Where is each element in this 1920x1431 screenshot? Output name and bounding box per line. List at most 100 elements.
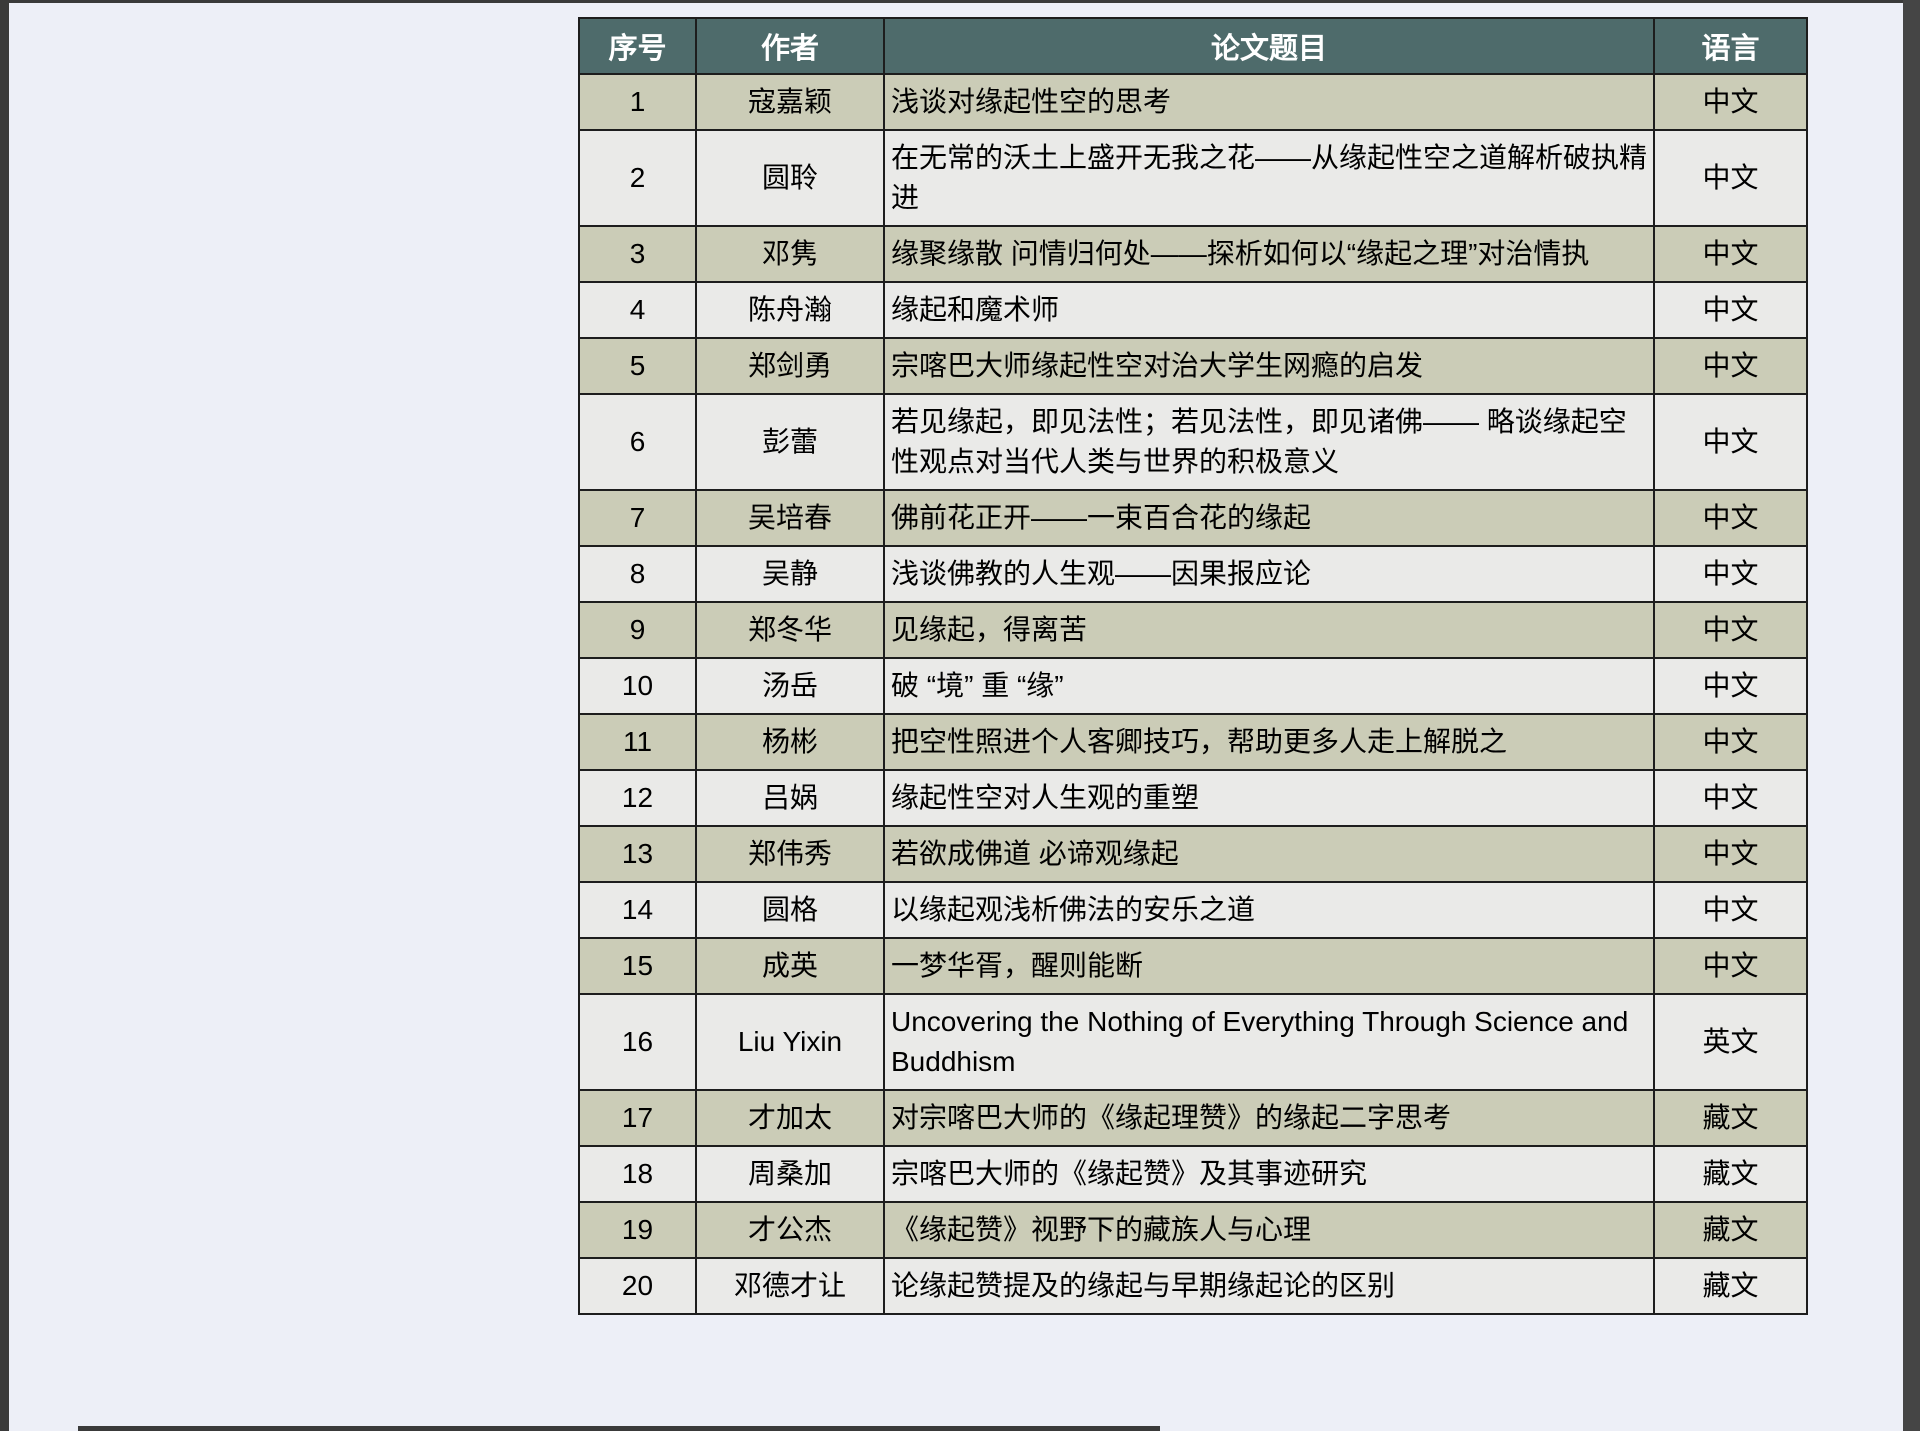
cell-lang[interactable]: 中文 [1653,601,1808,659]
table-row: 3 邓隽 缘聚缘散 问情归何处——探析如何以“缘起之理”对治情执 中文 [578,225,1808,283]
cell-author[interactable]: 圆聆 [695,129,885,227]
cell-title[interactable]: 论缘起赞提及的缘起与早期缘起论的区别 [883,1257,1655,1315]
cell-author[interactable]: 彭蕾 [695,393,885,491]
cell-title[interactable]: 见缘起，得离苦 [883,601,1655,659]
column-header-no[interactable]: 序号 [578,17,697,75]
cell-author[interactable]: 邓德才让 [695,1257,885,1315]
header-row: 序号 作者 论文题目 语言 [578,17,1808,75]
cell-no[interactable]: 17 [578,1089,697,1147]
cell-lang[interactable]: 中文 [1653,393,1808,491]
table-row: 19 才公杰 《缘起赞》视野下的藏族人与心理 藏文 [578,1201,1808,1259]
column-header-lang[interactable]: 语言 [1653,17,1808,75]
cell-title[interactable]: 佛前花正开——一束百合花的缘起 [883,489,1655,547]
cell-lang[interactable]: 中文 [1653,937,1808,995]
cell-lang[interactable]: 藏文 [1653,1145,1808,1203]
cell-author[interactable]: 才加太 [695,1089,885,1147]
cell-no[interactable]: 9 [578,601,697,659]
cell-lang[interactable]: 中文 [1653,713,1808,771]
papers-table: 序号 作者 论文题目 语言 1 寇嘉颖 浅谈对缘起性空的思考 中文 2 圆聆 在无常的沃土上盛开无… [578,17,1808,1315]
cell-author[interactable]: 郑冬华 [695,601,885,659]
cell-lang[interactable]: 藏文 [1653,1257,1808,1315]
cell-lang[interactable]: 中文 [1653,881,1808,939]
cell-lang[interactable]: 中文 [1653,657,1808,715]
cell-title[interactable]: 浅谈对缘起性空的思考 [883,73,1655,131]
cell-lang[interactable]: 中文 [1653,545,1808,603]
cell-author[interactable]: 才公杰 [695,1201,885,1259]
cell-no[interactable]: 6 [578,393,697,491]
column-header-title[interactable]: 论文题目 [883,17,1655,75]
cell-no[interactable]: 19 [578,1201,697,1259]
table-row: 4 陈舟瀚 缘起和魔术师 中文 [578,281,1808,339]
cell-no[interactable]: 8 [578,545,697,603]
cell-title[interactable]: 《缘起赞》视野下的藏族人与心理 [883,1201,1655,1259]
cell-lang[interactable]: 中文 [1653,825,1808,883]
cell-author[interactable]: 郑伟秀 [695,825,885,883]
cell-title[interactable]: 缘起性空对人生观的重塑 [883,769,1655,827]
table-row: 9 郑冬华 见缘起，得离苦 中文 [578,601,1808,659]
cell-no[interactable]: 4 [578,281,697,339]
cell-title[interactable]: 把空性照进个人客卿技巧，帮助更多人走上解脱之 [883,713,1655,771]
cell-no[interactable]: 13 [578,825,697,883]
cell-title[interactable]: 缘聚缘散 问情归何处——探析如何以“缘起之理”对治情执 [883,225,1655,283]
cell-title[interactable]: 缘起和魔术师 [883,281,1655,339]
cell-lang[interactable]: 中文 [1653,769,1808,827]
cell-lang[interactable]: 藏文 [1653,1089,1808,1147]
cell-lang[interactable]: 藏文 [1653,1201,1808,1259]
cell-lang[interactable]: 中文 [1653,489,1808,547]
table-row: 1 寇嘉颖 浅谈对缘起性空的思考 中文 [578,73,1808,131]
cell-author[interactable]: 成英 [695,937,885,995]
cell-author[interactable]: 陈舟瀚 [695,281,885,339]
table-row: 15 成英 一梦华胥，醒则能断 中文 [578,937,1808,995]
cell-title[interactable]: Uncovering the Nothing of Everything Thr… [883,993,1655,1091]
cell-no[interactable]: 15 [578,937,697,995]
cell-no[interactable]: 16 [578,993,697,1091]
cell-author[interactable]: Liu Yixin [695,993,885,1091]
cell-title[interactable]: 一梦华胥，醒则能断 [883,937,1655,995]
cell-no[interactable]: 11 [578,713,697,771]
cell-no[interactable]: 5 [578,337,697,395]
cell-title[interactable]: 以缘起观浅析佛法的安乐之道 [883,881,1655,939]
cell-title[interactable]: 破 “境” 重 “缘” [883,657,1655,715]
cell-lang[interactable]: 中文 [1653,73,1808,131]
cell-author[interactable]: 杨彬 [695,713,885,771]
cell-author[interactable]: 邓隽 [695,225,885,283]
cell-author[interactable]: 吕娲 [695,769,885,827]
cell-author[interactable]: 周桑加 [695,1145,885,1203]
cell-no[interactable]: 10 [578,657,697,715]
cell-title[interactable]: 浅谈佛教的人生观——因果报应论 [883,545,1655,603]
cell-title[interactable]: 在无常的沃土上盛开无我之花——从缘起性空之道解析破执精进 [883,129,1655,227]
cell-no[interactable]: 18 [578,1145,697,1203]
cell-author[interactable]: 吴静 [695,545,885,603]
cell-no[interactable]: 20 [578,1257,697,1315]
cell-author[interactable]: 郑剑勇 [695,337,885,395]
cell-title[interactable]: 若见缘起，即见法性；若见法性，即见诸佛—— 略谈缘起空性观点对当代人类与世界的积… [883,393,1655,491]
cell-no[interactable]: 1 [578,73,697,131]
column-header-author[interactable]: 作者 [695,17,885,75]
cell-lang[interactable]: 中文 [1653,337,1808,395]
cell-no[interactable]: 14 [578,881,697,939]
table-row: 17 才加太 对宗喀巴大师的《缘起理赞》的缘起二字思考 藏文 [578,1089,1808,1147]
cell-title[interactable]: 宗喀巴大师缘起性空对治大学生网瘾的启发 [883,337,1655,395]
table-row: 20 邓德才让 论缘起赞提及的缘起与早期缘起论的区别 藏文 [578,1257,1808,1315]
table-row: 11 杨彬 把空性照进个人客卿技巧，帮助更多人走上解脱之 中文 [578,713,1808,771]
cell-lang[interactable]: 中文 [1653,281,1808,339]
cell-title[interactable]: 对宗喀巴大师的《缘起理赞》的缘起二字思考 [883,1089,1655,1147]
cell-author[interactable]: 寇嘉颖 [695,73,885,131]
cell-title[interactable]: 若欲成佛道 必谛观缘起 [883,825,1655,883]
table-row: 8 吴静 浅谈佛教的人生观——因果报应论 中文 [578,545,1808,603]
table-row: 13 郑伟秀 若欲成佛道 必谛观缘起 中文 [578,825,1808,883]
window-top-edge [0,0,1920,3]
cell-no[interactable]: 12 [578,769,697,827]
cell-author[interactable]: 汤岳 [695,657,885,715]
cell-title[interactable]: 宗喀巴大师的《缘起赞》及其事迹研究 [883,1145,1655,1203]
table-row: 14 圆格 以缘起观浅析佛法的安乐之道 中文 [578,881,1808,939]
cell-author[interactable]: 圆格 [695,881,885,939]
cell-lang[interactable]: 英文 [1653,993,1808,1091]
cell-no[interactable]: 7 [578,489,697,547]
cell-lang[interactable]: 中文 [1653,129,1808,227]
cell-no[interactable]: 3 [578,225,697,283]
cell-lang[interactable]: 中文 [1653,225,1808,283]
cell-no[interactable]: 2 [578,129,697,227]
cell-author[interactable]: 吴培春 [695,489,885,547]
table-row: 2 圆聆 在无常的沃土上盛开无我之花——从缘起性空之道解析破执精进 中文 [578,129,1808,227]
